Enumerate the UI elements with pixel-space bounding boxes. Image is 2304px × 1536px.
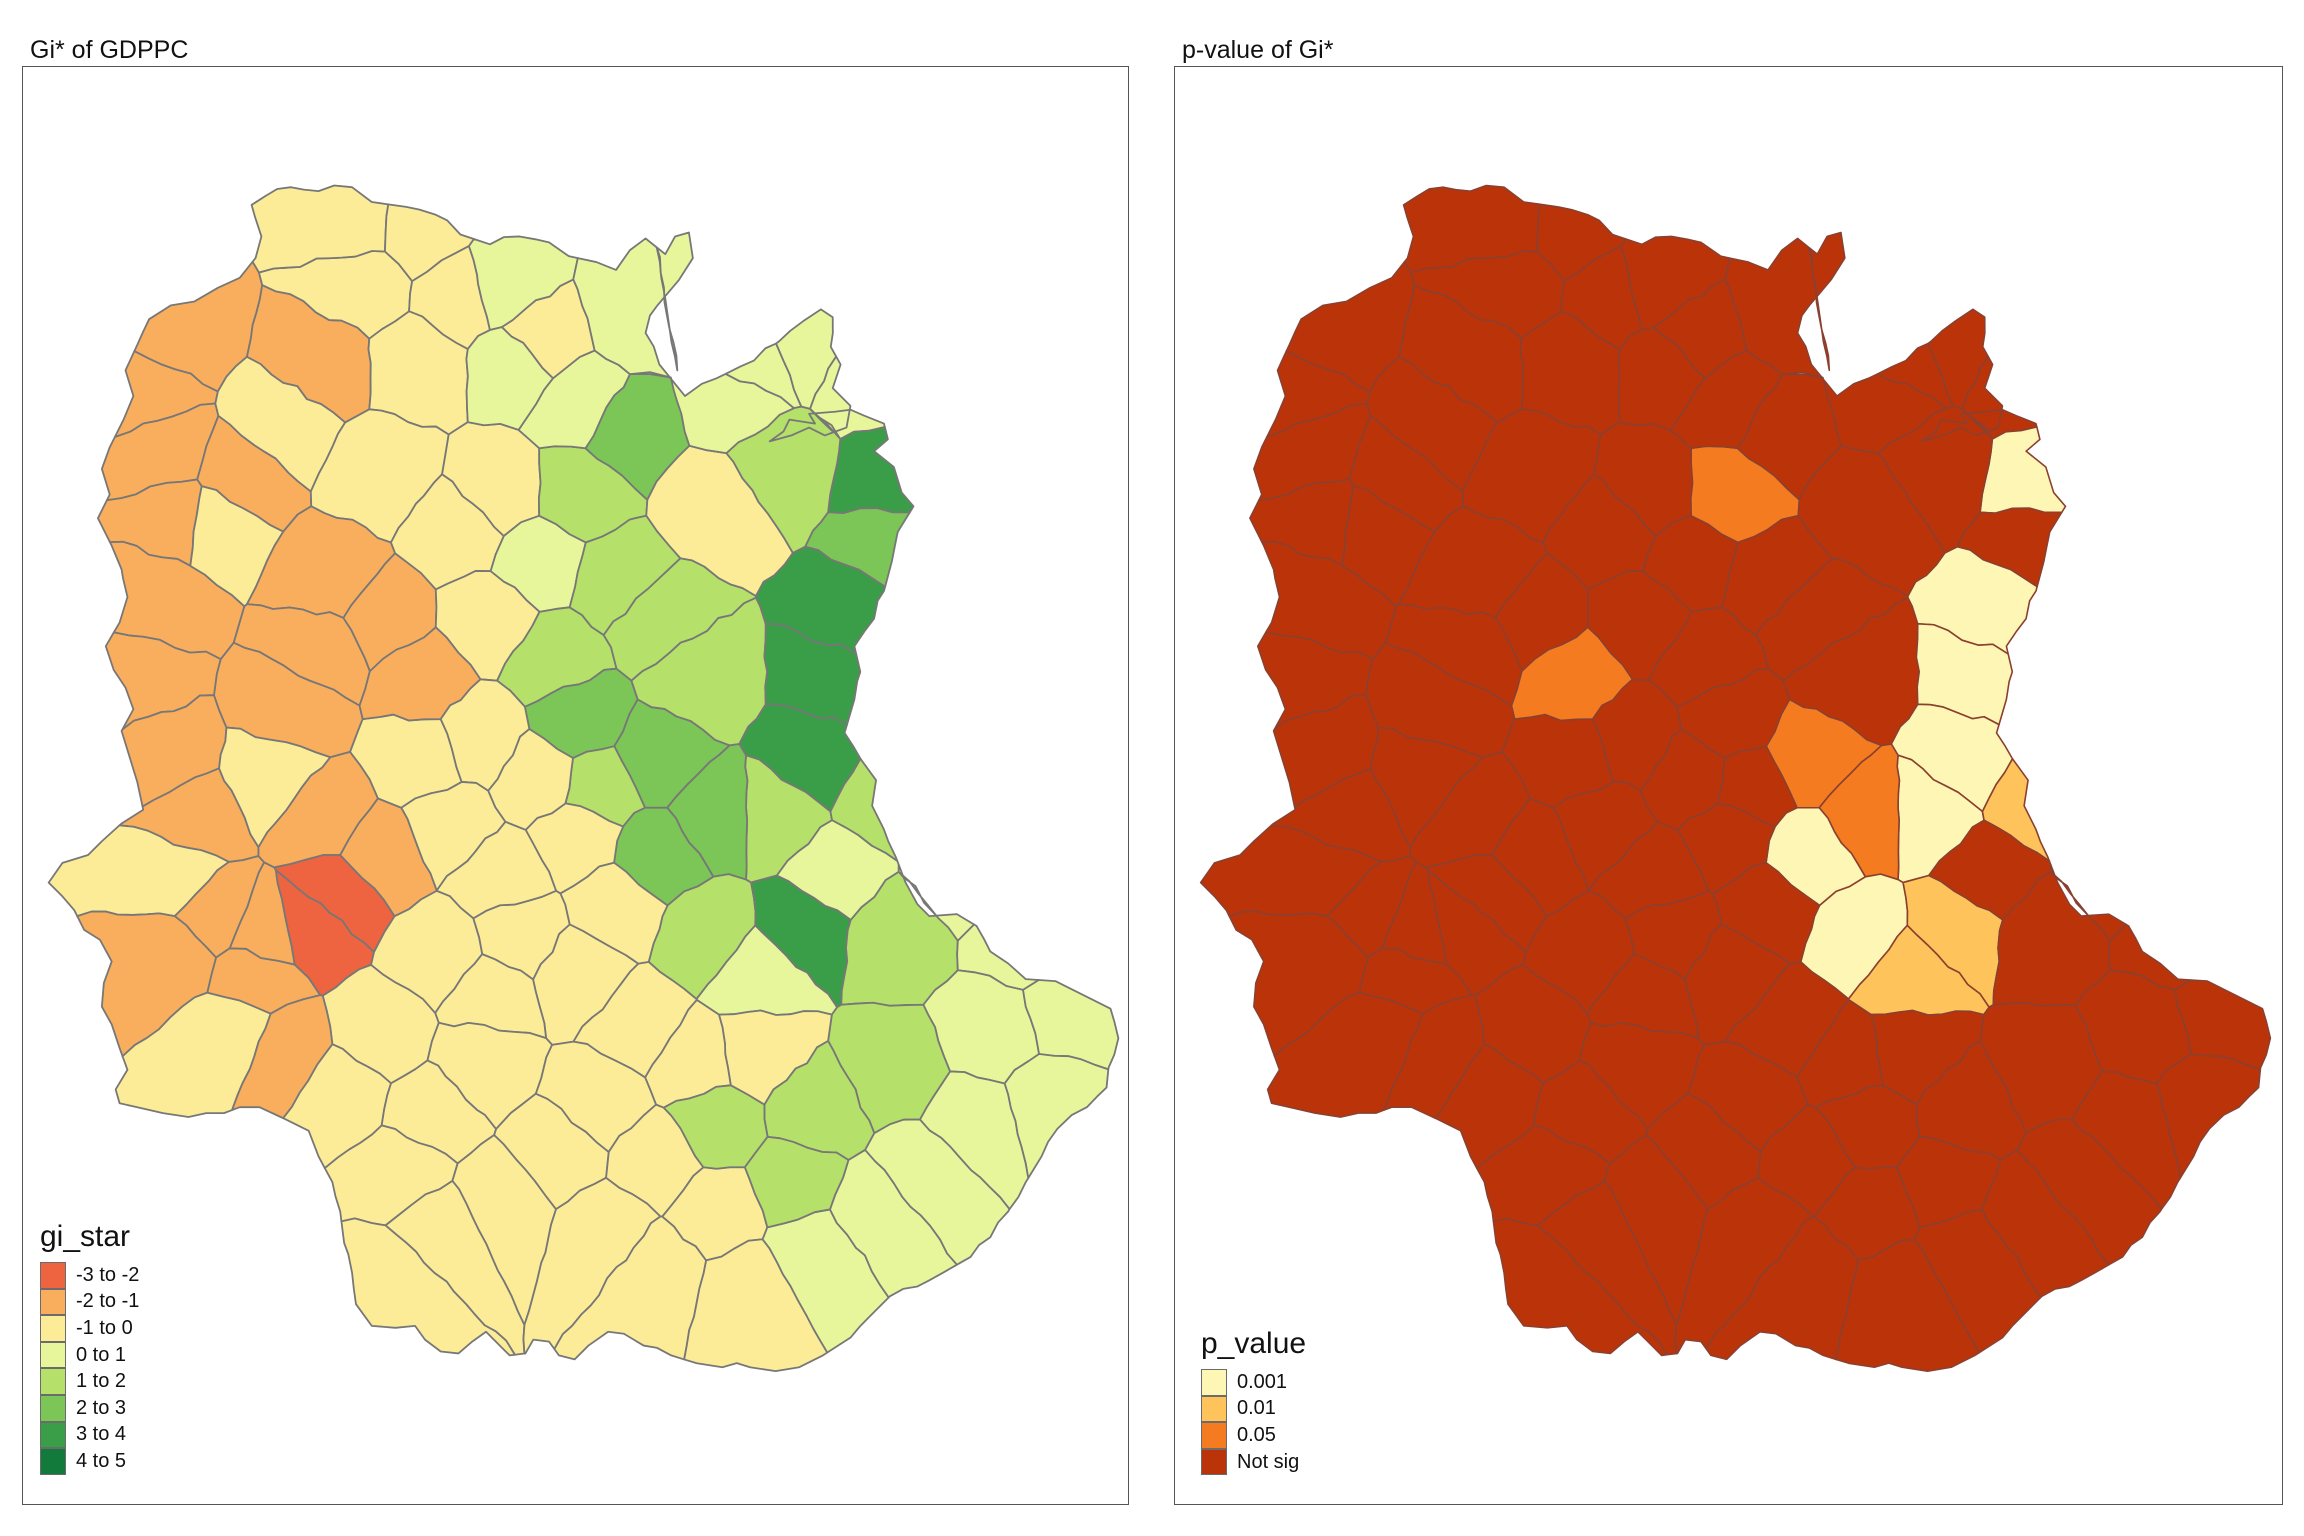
right-map-frame: p_value 0.001 0.01 0.05 Not sig — [1174, 66, 2283, 1505]
county-region — [657, 233, 693, 371]
legend-label: 1 to 2 — [76, 1370, 127, 1393]
legend-label: 3 to 4 — [76, 1423, 127, 1446]
county-region — [560, 863, 667, 964]
legend-item: 0 to 1 — [40, 1341, 139, 1369]
county-region — [232, 995, 332, 1118]
legend-swatch — [40, 1368, 66, 1395]
county-region — [2017, 1120, 2161, 1265]
legend-item: -1 to 0 — [40, 1315, 139, 1342]
legend-item: 0.01 — [1201, 1395, 1306, 1423]
legend-swatch — [1201, 1422, 1227, 1449]
county-region — [1384, 995, 1484, 1118]
p-value-map — [1175, 67, 2281, 1503]
gi-star-legend: gi_star -3 to -2 -2 to -1 -1 to 0 0 to 1 1 t… — [40, 1220, 139, 1475]
legend-swatch — [1201, 1395, 1227, 1423]
county-region — [1962, 357, 2037, 440]
legend-title: gi_star — [40, 1220, 131, 1253]
county-region — [1809, 233, 1845, 371]
legend-label: Not sig — [1237, 1450, 1300, 1473]
legend-item: 0.001 — [1201, 1369, 1306, 1396]
legend-swatch — [1201, 1448, 1227, 1476]
county-region — [1593, 679, 1682, 790]
county-region — [536, 1042, 656, 1152]
legend-item: 2 to 3 — [40, 1394, 139, 1422]
county-region — [865, 1120, 1009, 1265]
legend-label: -1 to 0 — [76, 1316, 133, 1339]
county-region — [671, 374, 794, 453]
county-region — [573, 238, 671, 377]
gi-star-map — [23, 67, 1127, 1503]
legend-item: 3 to 4 — [40, 1421, 139, 1449]
legend-swatch — [40, 1288, 66, 1316]
county-region — [764, 624, 860, 725]
legend-swatch — [40, 1315, 66, 1342]
county-region — [252, 186, 389, 273]
legend-swatch — [40, 1448, 66, 1475]
county-region — [341, 1218, 514, 1355]
county-region — [1618, 327, 1705, 430]
legend-swatch — [40, 1262, 66, 1289]
county-region — [466, 327, 553, 430]
county-region — [1897, 1137, 2001, 1228]
legend-items: -3 to -2 -2 to -1 -1 to 0 0 to 1 1 to 2 2 to … — [40, 1262, 139, 1475]
p-value-legend: p_value 0.001 0.01 0.05 Not sig — [1201, 1327, 1307, 1476]
county-region — [1725, 238, 1823, 377]
left-map-frame: gi_star -3 to -2 -2 to -1 -1 to 0 0 to 1 1 t… — [22, 66, 1129, 1505]
county-region — [1493, 1218, 1666, 1355]
county-region — [1712, 863, 1819, 964]
legend-item: -3 to -2 — [40, 1262, 139, 1289]
county-region — [441, 679, 530, 790]
county-region — [437, 822, 556, 919]
county-region — [1523, 891, 1634, 1013]
legend-swatch — [40, 1394, 66, 1422]
legend-label: 0 to 1 — [76, 1343, 127, 1366]
county-region — [777, 820, 899, 920]
county-region — [1916, 624, 2012, 725]
right-map-title: p-value of Gi* — [1182, 36, 1334, 64]
county-region — [1688, 1042, 1808, 1152]
legend-item: 1 to 2 — [40, 1368, 139, 1395]
county-region — [810, 357, 885, 440]
legend-label: 2 to 3 — [76, 1396, 127, 1419]
legend-title: p_value — [1201, 1327, 1307, 1360]
legend-label: 0.01 — [1237, 1397, 1276, 1420]
county-region — [1823, 374, 1946, 453]
county-region — [469, 236, 578, 330]
left-map-title: Gi* of GDPPC — [30, 36, 189, 64]
county-region — [1621, 236, 1730, 330]
county-region — [371, 891, 482, 1013]
county-region — [745, 1137, 849, 1228]
legend-item: 0.05 — [1201, 1422, 1306, 1449]
county-region — [1404, 186, 1541, 273]
legend-label: -2 to -1 — [76, 1290, 140, 1313]
legend-label: 4 to 5 — [76, 1449, 127, 1472]
legend-label: 0.05 — [1237, 1423, 1276, 1446]
legend-label: 0.001 — [1237, 1370, 1288, 1393]
legend-item: 4 to 5 — [40, 1448, 139, 1475]
legend-item: Not sig — [1201, 1448, 1306, 1476]
legend-swatch — [40, 1341, 66, 1369]
legend-label: -3 to -2 — [76, 1263, 140, 1286]
legend-items: 0.001 0.01 0.05 Not sig — [1201, 1369, 1306, 1476]
legend-item: -2 to -1 — [40, 1288, 140, 1316]
county-region — [1929, 820, 2051, 920]
county-region — [1589, 822, 1708, 919]
legend-swatch — [40, 1421, 66, 1449]
gi-star-regions — [49, 186, 1119, 1372]
legend-swatch — [1201, 1369, 1227, 1396]
p-value-regions — [1201, 186, 2271, 1372]
